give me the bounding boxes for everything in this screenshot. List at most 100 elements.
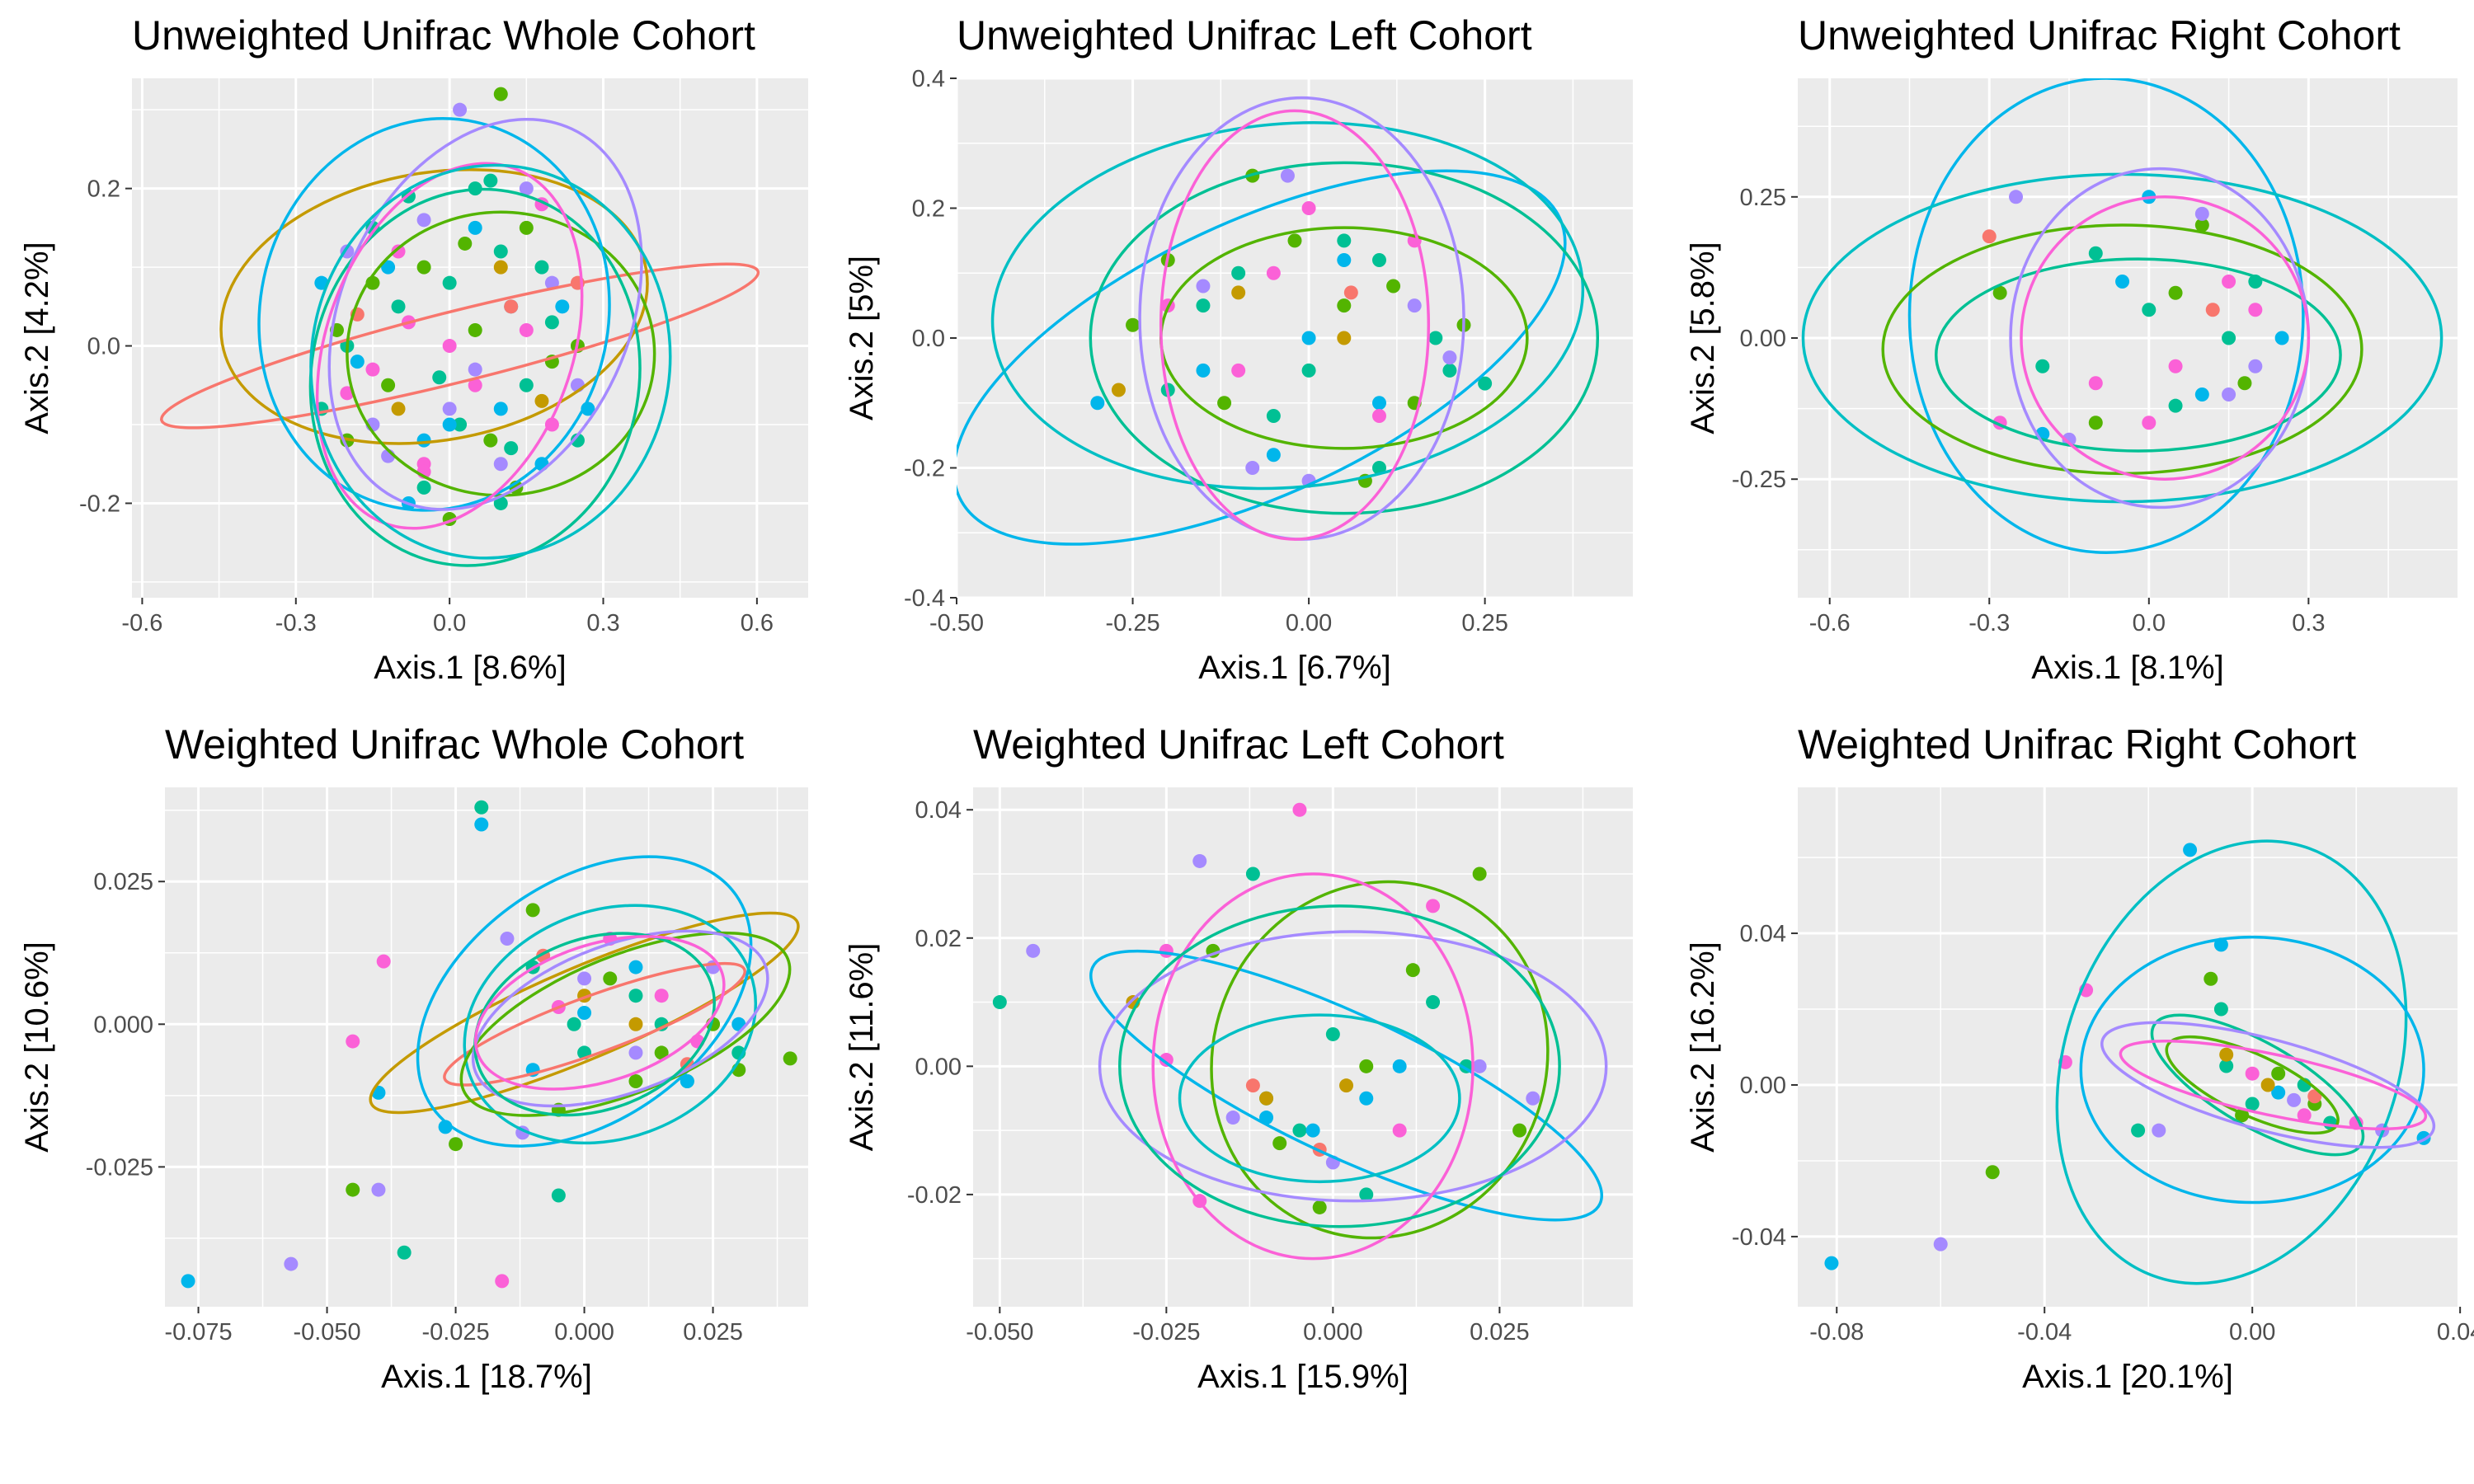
data-point xyxy=(468,322,482,337)
x-axis-label: Axis.1 [20.1%] xyxy=(2022,1359,2233,1395)
data-point xyxy=(493,457,508,472)
group-ellipse xyxy=(463,904,758,1145)
y-tick-label: 0.00 xyxy=(1740,1073,1786,1099)
data-point xyxy=(1526,1091,1540,1106)
data-point xyxy=(1933,1237,1948,1252)
x-tick-label: -0.3 xyxy=(1968,610,2010,636)
data-point xyxy=(603,971,618,986)
panel-title: Weighted Unifrac Right Cohort xyxy=(1798,721,2356,768)
data-point xyxy=(1159,943,1174,958)
data-point xyxy=(500,931,515,946)
data-point xyxy=(391,402,406,416)
data-point xyxy=(534,260,549,275)
y-axis-label: Axis.2 [5%] xyxy=(844,256,880,420)
data-point xyxy=(555,299,570,314)
data-point xyxy=(1259,1091,1274,1106)
data-point xyxy=(1245,1078,1260,1093)
y-tick-label: 0.25 xyxy=(1740,185,1786,211)
data-point xyxy=(449,1137,463,1152)
data-point xyxy=(493,495,508,510)
data-point xyxy=(534,393,549,408)
x-tick-label: 0.3 xyxy=(586,610,619,636)
y-tick-label: 0.04 xyxy=(1740,921,1786,947)
y-tick-label: 0.0 xyxy=(87,334,120,360)
y-tick-label: 0.000 xyxy=(93,1012,153,1038)
data-point xyxy=(1225,1111,1240,1125)
group-ellipse xyxy=(443,961,746,1087)
data-point xyxy=(1196,298,1211,313)
data-point xyxy=(1280,168,1295,183)
panel-uw-whole: Unweighted Unifrac Whole Cohort Axis.1 [… xyxy=(19,12,808,686)
group-ellipse xyxy=(1178,1013,1461,1184)
data-point xyxy=(1359,1059,1374,1073)
data-point xyxy=(2245,1066,2260,1081)
data-point xyxy=(181,1274,195,1289)
x-tick-label: -0.08 xyxy=(1809,1319,1864,1345)
data-point xyxy=(468,220,482,235)
data-point xyxy=(1245,866,1260,881)
data-point xyxy=(2287,1092,2302,1107)
group-ellipse xyxy=(1118,904,1561,1228)
chart-3: -0.6 -0.3 0.0 0.3 -0.25 0.00 0.25 xyxy=(1732,78,2458,636)
data-point xyxy=(1982,229,1997,244)
data-point xyxy=(1305,1123,1320,1138)
data-point xyxy=(2237,376,2252,391)
points xyxy=(1824,843,2431,1270)
x-axis-label: Axis.1 [15.9%] xyxy=(1197,1359,1409,1395)
panel-title: Weighted Unifrac Whole Cohort xyxy=(165,721,744,768)
x-tick-label: -0.6 xyxy=(1809,610,1851,636)
data-point xyxy=(519,378,534,392)
data-point xyxy=(551,1188,566,1203)
x-axis-label: Axis.1 [18.7%] xyxy=(381,1359,592,1395)
data-point xyxy=(1312,1200,1327,1214)
data-point xyxy=(1339,1078,1354,1093)
gridlines xyxy=(165,787,808,1307)
y-tick-label: -0.2 xyxy=(79,491,120,517)
data-point xyxy=(1126,317,1141,332)
y-tick-label: -0.25 xyxy=(1732,467,1786,493)
group-ellipse xyxy=(160,262,760,430)
data-point xyxy=(1985,1165,2000,1180)
ellipses xyxy=(2055,839,2436,1285)
data-point xyxy=(1386,279,1401,294)
data-point xyxy=(397,1245,412,1260)
x-tick-label: 0.000 xyxy=(1303,1319,1363,1345)
y-axis-label: Axis.2 [16.2%] xyxy=(1685,942,1721,1153)
chart-2: -0.50 -0.25 0.00 0.25 -0.4 -0.2 0.0 0.2 0.4 xyxy=(904,66,1633,636)
data-point xyxy=(2142,416,2157,430)
data-point xyxy=(2260,1078,2275,1092)
points xyxy=(1982,190,2289,447)
group-ellipse xyxy=(2100,1021,2436,1149)
data-point xyxy=(1359,1091,1374,1106)
data-point xyxy=(2194,218,2209,232)
data-point xyxy=(1824,1256,1839,1270)
data-point xyxy=(442,275,457,290)
data-point xyxy=(519,181,534,196)
gridlines xyxy=(1798,787,2462,1307)
data-point xyxy=(1372,253,1386,267)
x-tick-label: 0.0 xyxy=(2133,610,2166,636)
y-axis-label: Axis.2 [5.8%] xyxy=(1685,242,1721,434)
data-point xyxy=(2219,1059,2234,1073)
data-point xyxy=(284,1256,299,1271)
group-ellipse xyxy=(2020,195,2311,481)
group-ellipse xyxy=(257,117,611,512)
data-point xyxy=(2222,331,2236,345)
y-tick-label: 0.2 xyxy=(87,176,120,203)
data-point xyxy=(493,244,508,259)
y-tick-label: 0.04 xyxy=(915,797,962,824)
data-point xyxy=(2307,1089,2322,1104)
data-point xyxy=(474,800,489,815)
y-tick-label: 0.00 xyxy=(1740,326,1786,352)
data-point xyxy=(483,173,498,188)
group-ellipse xyxy=(1907,78,2305,554)
data-point xyxy=(1337,233,1352,248)
data-point xyxy=(1026,943,1041,958)
y-tick-label: 0.4 xyxy=(912,66,945,92)
points xyxy=(992,802,1540,1214)
data-point xyxy=(783,1051,797,1066)
plot-background xyxy=(132,78,808,598)
data-point xyxy=(2131,1123,2146,1138)
group-ellipse xyxy=(2079,935,2425,1205)
x-axis-label: Axis.1 [8.1%] xyxy=(2031,650,2223,686)
